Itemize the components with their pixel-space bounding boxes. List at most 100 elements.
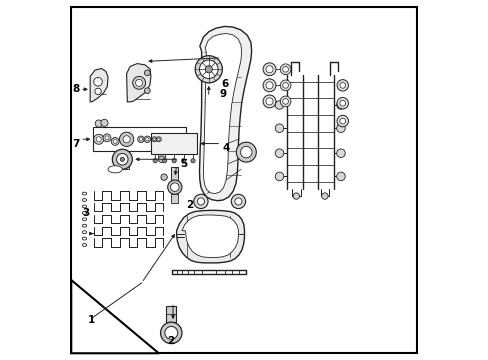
Ellipse shape xyxy=(82,211,86,214)
Circle shape xyxy=(144,136,150,143)
Circle shape xyxy=(144,88,150,94)
Circle shape xyxy=(280,64,290,75)
Circle shape xyxy=(132,76,145,89)
Circle shape xyxy=(94,77,102,86)
Circle shape xyxy=(160,322,182,343)
Bar xyxy=(93,127,185,152)
Circle shape xyxy=(234,198,242,205)
Circle shape xyxy=(280,80,290,91)
Ellipse shape xyxy=(82,244,86,247)
Text: 8: 8 xyxy=(72,84,80,94)
Circle shape xyxy=(181,158,185,163)
Ellipse shape xyxy=(82,192,86,195)
Circle shape xyxy=(101,119,108,126)
Circle shape xyxy=(263,63,275,76)
Circle shape xyxy=(113,139,117,143)
Circle shape xyxy=(95,120,102,127)
Circle shape xyxy=(167,180,182,194)
Circle shape xyxy=(172,158,176,163)
Ellipse shape xyxy=(82,231,86,234)
Text: 3: 3 xyxy=(82,208,89,218)
Circle shape xyxy=(282,99,288,104)
Circle shape xyxy=(153,138,155,140)
Circle shape xyxy=(336,98,348,109)
Circle shape xyxy=(153,158,157,163)
Circle shape xyxy=(263,79,275,92)
Circle shape xyxy=(95,88,101,95)
Circle shape xyxy=(275,149,283,157)
Circle shape xyxy=(123,136,130,143)
Circle shape xyxy=(339,118,345,124)
Circle shape xyxy=(120,157,124,161)
Circle shape xyxy=(339,100,345,106)
Circle shape xyxy=(145,138,149,141)
Circle shape xyxy=(265,66,272,73)
Ellipse shape xyxy=(108,166,122,173)
Circle shape xyxy=(161,174,167,180)
Circle shape xyxy=(116,154,128,165)
Ellipse shape xyxy=(82,199,86,202)
Polygon shape xyxy=(71,280,159,353)
Text: 4: 4 xyxy=(222,143,229,153)
Circle shape xyxy=(240,147,251,158)
Circle shape xyxy=(164,327,177,339)
Circle shape xyxy=(105,136,109,140)
Bar xyxy=(151,133,197,154)
Circle shape xyxy=(193,194,207,208)
Circle shape xyxy=(231,194,245,208)
Circle shape xyxy=(205,66,212,73)
Circle shape xyxy=(275,124,283,132)
Circle shape xyxy=(236,142,256,162)
Circle shape xyxy=(282,66,288,72)
Text: 6: 6 xyxy=(221,79,228,89)
Circle shape xyxy=(336,124,345,132)
Circle shape xyxy=(152,137,157,142)
Circle shape xyxy=(282,82,288,88)
Ellipse shape xyxy=(82,205,86,208)
Circle shape xyxy=(265,82,272,89)
Circle shape xyxy=(336,172,345,181)
Circle shape xyxy=(119,132,134,147)
Ellipse shape xyxy=(82,218,86,221)
Circle shape xyxy=(263,95,275,108)
Bar xyxy=(119,149,129,169)
Circle shape xyxy=(336,80,348,91)
Circle shape xyxy=(96,137,101,142)
Bar xyxy=(171,194,178,203)
Circle shape xyxy=(336,149,345,157)
Bar xyxy=(171,167,178,180)
Circle shape xyxy=(265,98,272,105)
Circle shape xyxy=(94,134,103,144)
Text: 9: 9 xyxy=(219,89,226,99)
Polygon shape xyxy=(199,26,251,201)
Circle shape xyxy=(144,70,150,76)
Circle shape xyxy=(190,158,195,163)
Circle shape xyxy=(170,183,179,192)
Circle shape xyxy=(195,56,222,83)
Circle shape xyxy=(157,138,160,140)
Circle shape xyxy=(275,101,283,109)
Bar xyxy=(166,306,176,322)
Circle shape xyxy=(199,60,218,78)
Polygon shape xyxy=(203,33,241,194)
Text: 7: 7 xyxy=(72,139,80,149)
Circle shape xyxy=(275,172,283,181)
Circle shape xyxy=(280,96,290,107)
Circle shape xyxy=(111,138,119,145)
Polygon shape xyxy=(126,64,151,102)
Circle shape xyxy=(112,149,132,169)
Circle shape xyxy=(158,156,164,162)
Ellipse shape xyxy=(82,224,86,227)
Circle shape xyxy=(162,158,166,163)
Polygon shape xyxy=(176,210,244,263)
Circle shape xyxy=(197,198,204,205)
Circle shape xyxy=(138,136,144,143)
Text: 2: 2 xyxy=(166,336,174,346)
Text: 5: 5 xyxy=(180,159,187,169)
Circle shape xyxy=(339,82,345,88)
Circle shape xyxy=(103,134,111,142)
Circle shape xyxy=(292,193,299,199)
Circle shape xyxy=(156,137,161,142)
Text: 1: 1 xyxy=(88,315,95,325)
Circle shape xyxy=(135,79,142,86)
